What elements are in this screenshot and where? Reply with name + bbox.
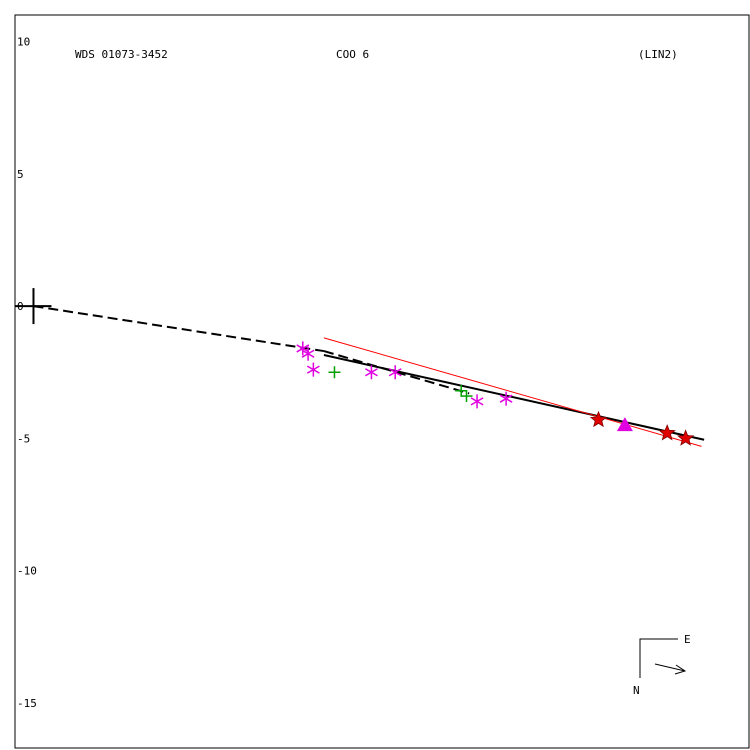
y-tick-label: 10 [17, 35, 30, 48]
asterisk-point [365, 365, 378, 380]
star-point [658, 424, 676, 441]
system-id: WDS 01073-3452 [75, 48, 168, 61]
compass-north-label: N [633, 684, 640, 697]
plus-point [328, 366, 341, 379]
y-tick-label: -5 [17, 432, 30, 445]
compass-axes [639, 638, 678, 678]
observer-code: COO 6 [336, 48, 369, 61]
dashed-orbit-line [33, 305, 325, 353]
asterisk-point [388, 365, 402, 380]
compass: E N [633, 633, 691, 697]
asterisk-point [499, 391, 513, 406]
y-tick-label: 5 [17, 168, 24, 181]
asterisk-point [470, 394, 484, 409]
asterisk-point [296, 341, 310, 356]
fit-lines [33, 305, 705, 447]
star-point [676, 429, 695, 446]
asterisk-point [301, 346, 315, 361]
compass-east-label: E [684, 633, 691, 646]
plus-point [460, 390, 473, 403]
star-point [589, 410, 608, 428]
black-fit-line [323, 354, 705, 441]
data-points [296, 341, 695, 446]
red-fit-line [323, 337, 702, 447]
primary-star-cross [15, 288, 52, 325]
y-tick-label: -10 [17, 565, 37, 578]
orbit-grade: (LIN2) [638, 48, 678, 61]
plot-frame [14, 14, 750, 749]
y-tick-labels: 1050-5-10-15 [17, 35, 37, 710]
plus-point [455, 384, 468, 397]
triangle-point [616, 417, 633, 432]
motion-arrow-shaft [654, 663, 686, 672]
motion-arrow-head [674, 664, 687, 675]
y-tick-label: -15 [17, 697, 37, 710]
asterisk-point [306, 362, 320, 377]
